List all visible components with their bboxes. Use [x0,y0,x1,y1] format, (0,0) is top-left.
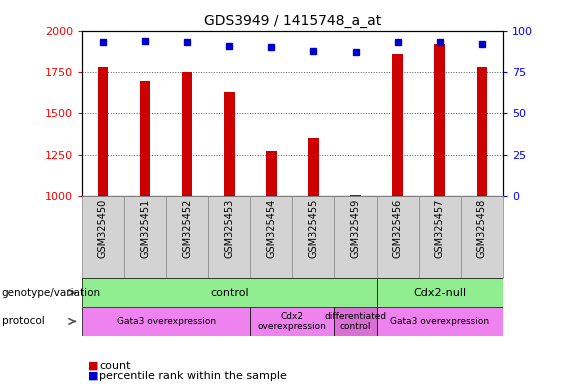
Bar [82,196,124,278]
Bar [350,195,361,196]
Text: Cdx2
overexpression: Cdx2 overexpression [258,312,327,331]
Bar [461,196,503,278]
Bar [224,92,234,196]
Bar [140,81,150,196]
Bar [376,307,503,336]
Bar [82,278,377,307]
Bar [250,196,293,278]
Text: GSM325456: GSM325456 [393,198,403,258]
Text: differentiated
control: differentiated control [324,312,386,331]
Text: ■: ■ [88,361,98,371]
Bar [166,196,208,278]
Text: protocol: protocol [2,316,45,326]
Bar [476,67,487,196]
Bar [376,278,503,307]
Text: GSM325451: GSM325451 [140,198,150,258]
Text: GSM325459: GSM325459 [350,198,360,258]
Bar [334,196,376,278]
Bar [208,196,250,278]
Bar [293,196,334,278]
Text: GSM325450: GSM325450 [98,198,108,258]
Bar [434,44,445,196]
Bar [419,196,461,278]
Text: GSM325457: GSM325457 [434,198,445,258]
Text: GSM325455: GSM325455 [308,198,319,258]
Text: Gata3 overexpression: Gata3 overexpression [390,317,489,326]
Text: genotype/variation: genotype/variation [2,288,101,298]
Bar [124,196,166,278]
Text: GSM325458: GSM325458 [477,198,487,258]
Text: Gata3 overexpression: Gata3 overexpression [116,317,216,326]
Bar [182,72,193,196]
Bar [308,138,319,196]
Text: percentile rank within the sample: percentile rank within the sample [99,371,287,381]
Bar [250,307,334,336]
Text: GSM325454: GSM325454 [266,198,276,258]
Bar [98,67,108,196]
Bar [82,307,250,336]
Bar [392,54,403,196]
Text: Cdx2-null: Cdx2-null [413,288,466,298]
Text: ■: ■ [88,371,98,381]
Text: count: count [99,361,131,371]
Bar [376,196,419,278]
Text: GSM325452: GSM325452 [182,198,192,258]
Text: control: control [210,288,249,298]
Bar [334,307,376,336]
Text: GSM325453: GSM325453 [224,198,234,258]
Bar [266,151,277,196]
Title: GDS3949 / 1415748_a_at: GDS3949 / 1415748_a_at [204,14,381,28]
